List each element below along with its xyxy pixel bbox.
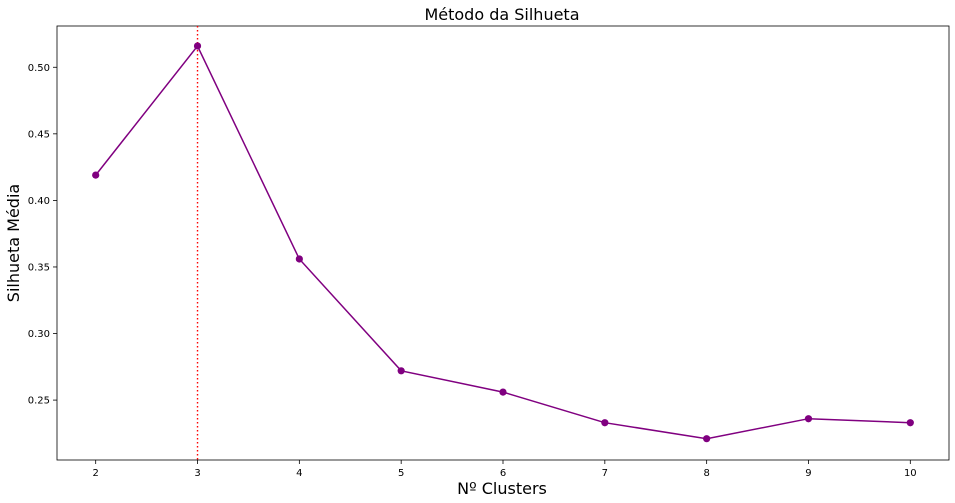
y-tick-label: 0.45 (28, 129, 50, 140)
x-tick-label: 8 (703, 468, 709, 479)
y-tick-label: 0.40 (28, 196, 50, 207)
data-point (193, 42, 202, 50)
x-tick-label: 7 (602, 468, 608, 479)
data-point (804, 415, 813, 423)
data-point (601, 419, 609, 427)
data-point (499, 388, 507, 396)
x-tick-label: 9 (805, 468, 811, 479)
x-tick-label: 4 (296, 468, 302, 479)
data-point (92, 171, 100, 179)
data-point (906, 419, 914, 427)
plot-area: 2 3 4 5 6 7 8 9 10 0.25 0.30 0.35 0.40 0.45 0.50 (28, 25, 950, 479)
y-tick-label: 0.50 (28, 63, 50, 74)
x-axis-title: Nº Clusters (457, 479, 547, 498)
y-tick-label: 0.35 (28, 262, 50, 273)
x-tick-label: 6 (500, 468, 506, 479)
series-line (95, 44, 911, 440)
y-tick-label: 0.30 (28, 329, 50, 340)
y-axis-title: Silhueta Média (4, 184, 23, 302)
y-tick-label: 0.25 (28, 396, 50, 407)
data-point (295, 255, 303, 263)
data-point (397, 367, 405, 375)
x-tick-label: 5 (398, 468, 404, 479)
x-tick-label: 2 (93, 468, 99, 479)
x-tick-label: 10 (904, 468, 917, 479)
x-tick-label: 3 (194, 468, 200, 479)
data-point (703, 435, 711, 443)
chart-title: Método da Silhueta (424, 5, 579, 24)
